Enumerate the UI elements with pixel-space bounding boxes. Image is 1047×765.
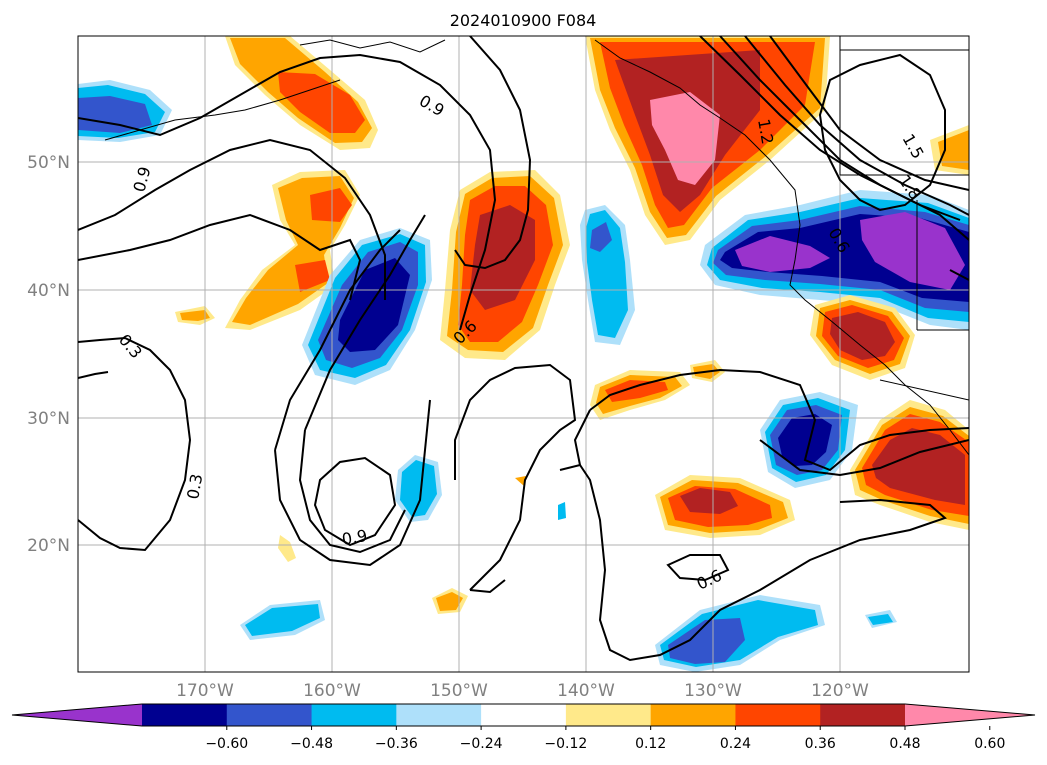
contour-label: 0.9 [340, 526, 368, 549]
colorbar-segment [650, 704, 736, 726]
colorbar-tick-label: 0.12 [635, 736, 666, 752]
anomaly-region-central-positive [440, 170, 570, 360]
colorbar-segment [735, 704, 821, 726]
figure-title: 2024010900 F084 [450, 11, 597, 30]
lat-label: 40°N [27, 281, 70, 301]
anomaly-region-140w-negative [580, 205, 635, 345]
colorbar-tick-label: 0.60 [974, 736, 1005, 752]
anomaly-region-sw-negative [240, 600, 325, 640]
map-gridlines [78, 36, 969, 672]
colorbar-segment [565, 704, 652, 726]
colorbar-segment [311, 704, 397, 726]
colorbar: −0.60 −0.48 −0.36 −0.24 −0.12 0.12 0.24 0.36 0.4… [11, 703, 1036, 752]
lon-label: 170°W [176, 681, 234, 701]
colorbar-tick-label: 0.24 [720, 736, 751, 752]
anomaly-region-south-negative [655, 595, 825, 672]
colorbar-tick-label: 0.36 [805, 736, 836, 752]
colorbar-tick-label: 0.48 [889, 736, 920, 752]
contour-label: 0.3 [183, 472, 206, 500]
lat-label: 50°N [27, 153, 70, 173]
anomaly-region-far-west-negative [78, 80, 172, 142]
colorbar-tick-label: −0.36 [375, 736, 418, 752]
lat-label: 20°N [27, 536, 70, 556]
geopotential-contours [78, 36, 969, 662]
latitude-labels: 50°N 40°N 30°N 20°N [27, 153, 70, 556]
map-frame [77, 35, 970, 673]
colorbar-tick-label: −0.48 [290, 736, 333, 752]
coastlines [104, 36, 969, 456]
lon-label: 140°W [557, 681, 615, 701]
lon-label: 150°W [430, 681, 488, 701]
colorbar-segment [12, 704, 142, 726]
lon-label: 130°W [684, 681, 742, 701]
contour-label: 1.2 [754, 117, 777, 145]
colorbar-segment [396, 704, 482, 726]
anomaly-region-west-coast-negative [700, 190, 969, 330]
colorbar-tick-label: −0.24 [460, 736, 503, 752]
colorbar-segment [481, 704, 567, 726]
longitude-labels: 170°W 160°W 150°W 140°W 130°W 120°W [176, 681, 869, 701]
colorbar-segment [905, 704, 1035, 726]
lon-label: 120°W [811, 681, 869, 701]
lat-label: 30°N [27, 409, 70, 429]
anomaly-region-south-positive [655, 475, 795, 538]
anomaly-region-135w-positive [590, 360, 725, 420]
colorbar-tick-label: −0.12 [544, 736, 587, 752]
anomaly-region-hawaii-negative [395, 455, 442, 522]
colorbar-tick-label: −0.60 [205, 736, 248, 752]
colorbar-segment [226, 704, 313, 726]
lon-label: 160°W [303, 681, 361, 701]
map-plot-area: 0.9 0.9 0.3 0.3 0.6 0.9 0.6 1.2 1.5 1.8 … [78, 36, 969, 672]
colorbar-segment [142, 704, 228, 726]
colorbar-outline [11, 703, 1036, 727]
colorbar-segment [820, 704, 906, 726]
